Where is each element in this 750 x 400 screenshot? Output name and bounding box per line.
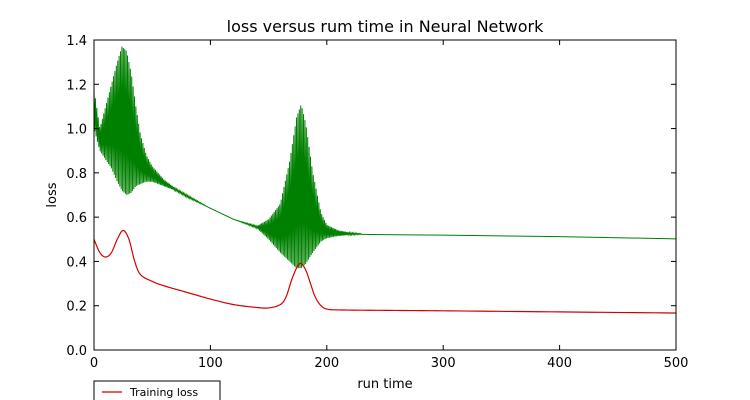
- x-tick-label: 300: [431, 356, 456, 371]
- x-tick-label: 200: [314, 356, 339, 371]
- y-tick-label: 0.2: [66, 300, 87, 315]
- y-tick-label: 1.4: [66, 34, 87, 49]
- series-line-green: [94, 46, 676, 269]
- y-tick-label: 1.2: [66, 78, 87, 93]
- y-tick-label: 1.0: [66, 123, 87, 138]
- y-tick-label: 0.8: [66, 167, 87, 182]
- x-tick-label: 500: [664, 356, 689, 371]
- legend: Training loss: [93, 380, 221, 400]
- axis-ticks: 0 100 200 300 400 500 0.0 0.2 0.4 0.6 0.8 1.0 1.2 1.4: [66, 34, 688, 371]
- x-tick-label: 100: [198, 356, 223, 371]
- y-tick-label: 0.4: [66, 255, 87, 270]
- series-line-training-loss: [94, 229, 676, 314]
- chart-title: loss versus rum time in Neural Network: [227, 17, 544, 36]
- y-tick-label: 0.0: [66, 344, 87, 359]
- x-tick-label: 400: [547, 356, 572, 371]
- y-tick-label: 0.6: [66, 211, 87, 226]
- legend-label-training-loss: Training loss: [129, 386, 198, 399]
- x-tick-label: 0: [90, 356, 98, 371]
- plot-frame: [93, 39, 677, 351]
- y-axis-label: loss: [45, 182, 60, 207]
- legend-box: [93, 380, 221, 400]
- plot-area: [94, 46, 676, 314]
- x-axis-label: run time: [357, 377, 412, 392]
